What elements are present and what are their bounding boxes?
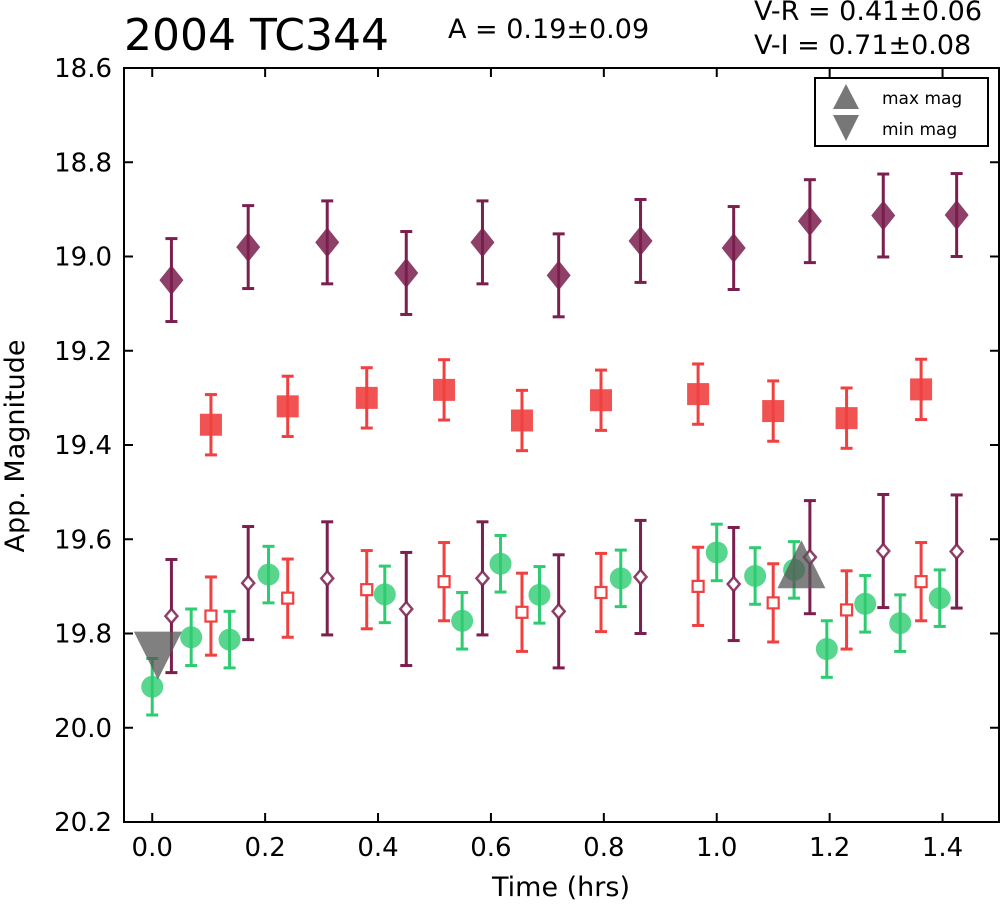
data-point xyxy=(726,575,742,593)
data-point xyxy=(257,563,280,586)
data-point xyxy=(721,233,746,264)
data-point xyxy=(914,575,928,589)
y-tick-label: 18.6 xyxy=(54,54,112,84)
data-point xyxy=(687,383,710,406)
data-marks xyxy=(133,172,969,717)
plot-frame xyxy=(123,67,1000,823)
data-point xyxy=(875,542,891,560)
data-point xyxy=(691,579,705,593)
data-point xyxy=(281,591,295,605)
data-point xyxy=(319,569,335,588)
amplitude-annotation: A = 0.19±0.09 xyxy=(448,14,650,45)
legend-max-mag-marker xyxy=(833,84,859,109)
data-point xyxy=(159,265,184,296)
data-point xyxy=(797,206,822,237)
x-tick-label: 0.8 xyxy=(583,833,624,863)
data-point xyxy=(590,389,613,412)
v-r-color-annotation: V-R = 0.41±0.06 xyxy=(754,0,983,27)
y-tick-label: 19.4 xyxy=(54,431,112,461)
y-tick-label: 20.0 xyxy=(54,714,112,744)
x-tick-label: 0.6 xyxy=(470,833,511,863)
y-tick-label: 19.6 xyxy=(54,525,112,555)
data-point xyxy=(204,609,218,623)
data-point xyxy=(276,395,299,418)
y-tick-label: 20.2 xyxy=(54,808,112,838)
data-point xyxy=(474,569,491,588)
data-point xyxy=(594,585,608,600)
data-point xyxy=(510,409,533,432)
min-mag-marker xyxy=(133,631,182,680)
data-point xyxy=(394,257,419,288)
data-point xyxy=(944,200,969,231)
data-point xyxy=(839,603,854,617)
data-point xyxy=(762,400,785,423)
data-point xyxy=(398,600,414,618)
data-point xyxy=(551,602,567,621)
data-point xyxy=(470,227,495,258)
data-point xyxy=(528,583,551,606)
data-point xyxy=(835,407,858,430)
data-point xyxy=(889,612,912,635)
data-point xyxy=(910,378,933,401)
x-tick-label: 0.0 xyxy=(132,833,173,863)
data-point xyxy=(744,565,767,588)
data-point xyxy=(705,541,728,564)
data-point xyxy=(433,378,456,401)
data-point xyxy=(451,609,474,632)
x-tick-label: 1.4 xyxy=(922,833,963,863)
data-point xyxy=(632,568,649,586)
chart-title: 2004 TC344 xyxy=(124,10,389,61)
legend-min-mag-marker xyxy=(833,115,859,141)
data-point xyxy=(437,575,451,589)
data-point xyxy=(928,587,951,610)
data-point xyxy=(355,386,378,409)
data-point xyxy=(628,225,653,256)
data-point xyxy=(949,542,965,561)
y-tick-label: 19.2 xyxy=(54,337,112,367)
data-point xyxy=(546,260,571,291)
data-point xyxy=(515,605,529,619)
axes: 0.0 0.2 0.4 0.6 0.8 1.0 1.2 1.4 18.6 18.8 19.0 19.2… xyxy=(54,54,1000,863)
data-point xyxy=(218,628,241,651)
data-point xyxy=(871,200,896,231)
x-tick-label: 1.0 xyxy=(696,833,737,863)
data-point xyxy=(489,552,512,575)
data-point xyxy=(315,227,340,258)
data-point xyxy=(236,232,261,263)
max-mag-marker xyxy=(777,540,826,589)
y-tick-label: 18.8 xyxy=(54,148,112,178)
data-point xyxy=(199,413,222,436)
data-point xyxy=(141,675,164,698)
data-point xyxy=(373,583,396,606)
legend-min-mag-label: min mag xyxy=(882,120,957,140)
data-point xyxy=(360,583,374,597)
data-point xyxy=(240,574,256,592)
v-i-color-annotation: V-I = 0.71±0.08 xyxy=(754,30,972,61)
data-point xyxy=(766,596,780,610)
y-tick-label: 19.0 xyxy=(54,243,112,273)
x-tick-label: 0.4 xyxy=(357,833,398,863)
y-axis-label: App. Magnitude xyxy=(0,340,31,553)
data-point xyxy=(815,638,838,661)
data-point xyxy=(163,607,180,625)
x-axis-label: Time (hrs) xyxy=(491,872,630,903)
data-point xyxy=(180,626,203,649)
data-point xyxy=(854,592,877,615)
legend-max-mag-label: max mag xyxy=(882,89,962,109)
y-tick-label: 19.8 xyxy=(54,620,112,650)
data-point xyxy=(609,567,632,590)
x-tick-label: 1.2 xyxy=(809,833,850,863)
legend: max mag min mag xyxy=(814,77,989,147)
x-tick-label: 0.2 xyxy=(244,833,285,863)
